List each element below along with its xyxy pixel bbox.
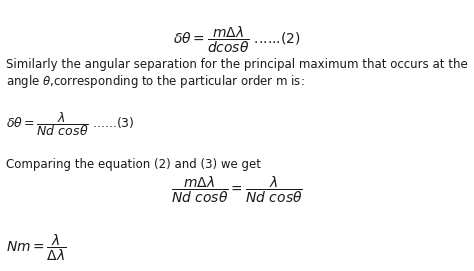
Text: Comparing the equation (2) and (3) we get: Comparing the equation (2) and (3) we ge…: [6, 158, 261, 171]
Text: angle $\theta$,corresponding to the particular order m is:: angle $\theta$,corresponding to the part…: [6, 73, 305, 90]
Text: $\delta\theta = \dfrac{m\Delta\lambda}{dcos\theta}$ ......(2): $\delta\theta = \dfrac{m\Delta\lambda}{d…: [173, 25, 301, 55]
Text: Similarly the angular separation for the principal maximum that occurs at the: Similarly the angular separation for the…: [6, 58, 468, 71]
Text: $\delta\theta=\dfrac{\lambda}{Nd\ cos\theta}$ ......(3): $\delta\theta=\dfrac{\lambda}{Nd\ cos\th…: [6, 110, 135, 138]
Text: $Nm = \dfrac{\lambda}{\Delta\lambda}$: $Nm = \dfrac{\lambda}{\Delta\lambda}$: [6, 233, 67, 263]
Text: $\dfrac{m\Delta\lambda}{Nd\ cos\theta} = \dfrac{\lambda}{Nd\ cos\theta}$: $\dfrac{m\Delta\lambda}{Nd\ cos\theta} =…: [171, 175, 303, 205]
